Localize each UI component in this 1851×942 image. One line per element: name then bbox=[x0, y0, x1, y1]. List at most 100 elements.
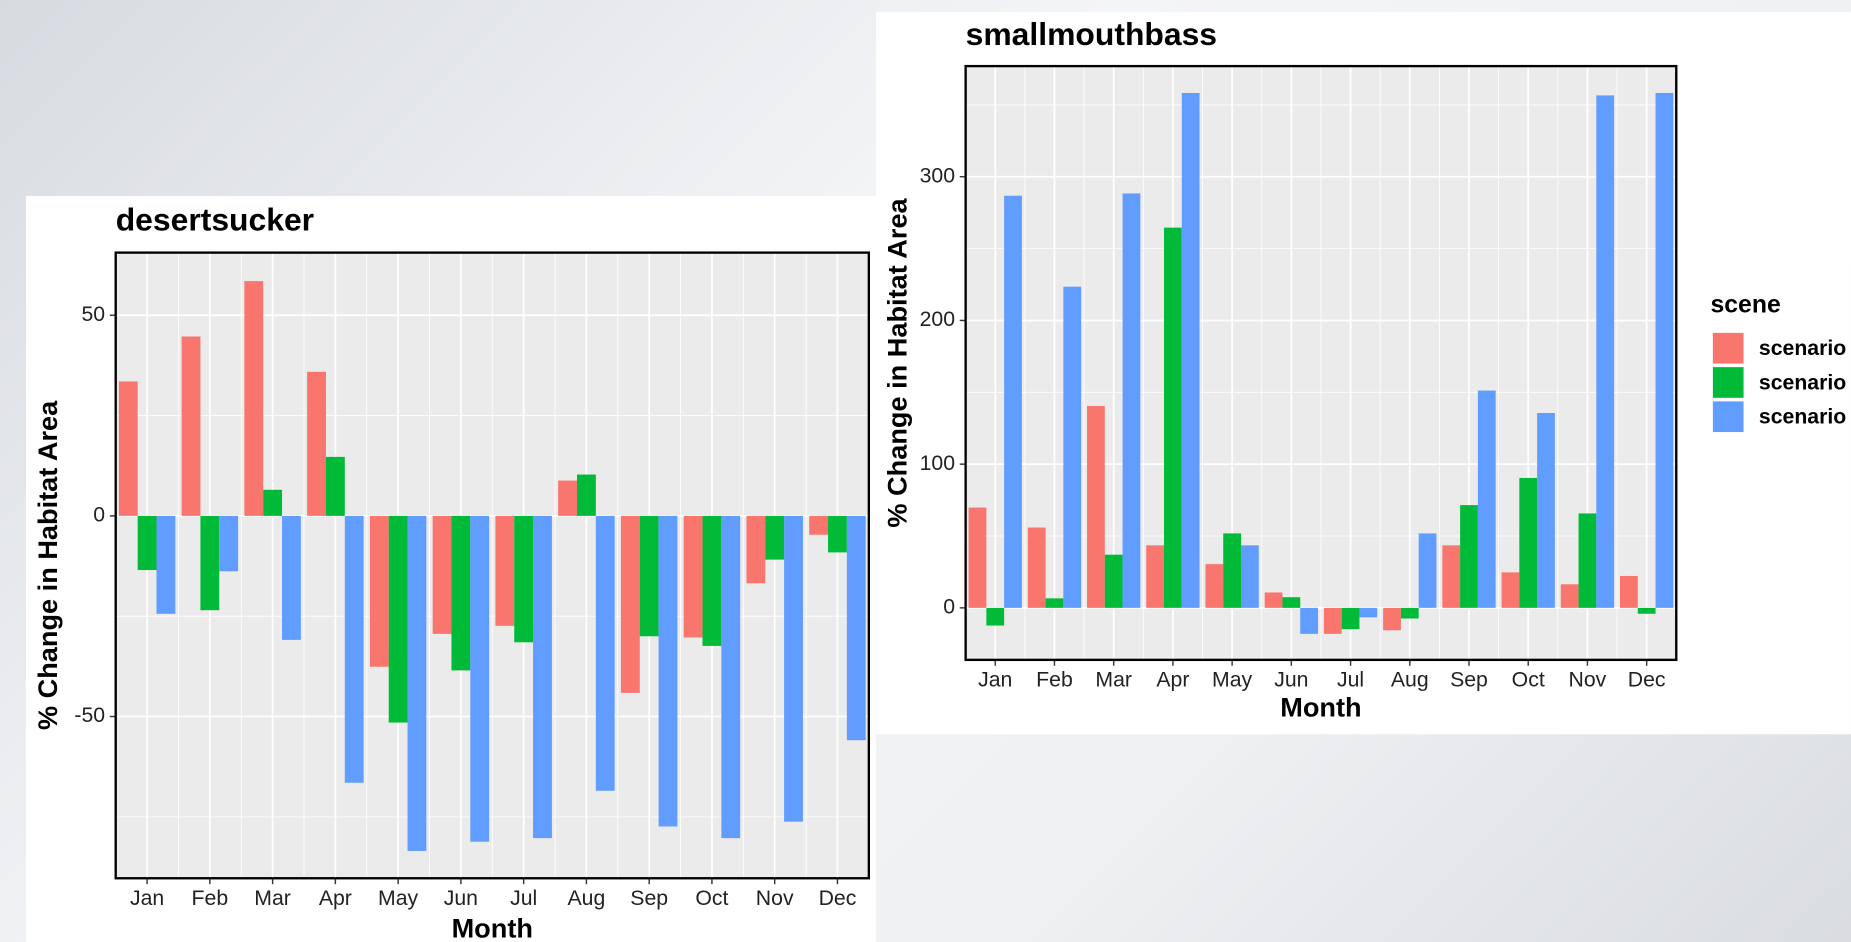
bar bbox=[495, 515, 515, 626]
bar bbox=[244, 281, 264, 516]
bar bbox=[1596, 95, 1615, 608]
bar bbox=[1537, 412, 1555, 608]
bar bbox=[809, 515, 829, 535]
bar bbox=[558, 480, 578, 516]
bar bbox=[1241, 545, 1259, 608]
bar bbox=[1578, 513, 1597, 608]
bar bbox=[1027, 527, 1046, 608]
bar bbox=[1400, 607, 1419, 619]
bar bbox=[263, 489, 283, 516]
bar bbox=[784, 515, 803, 822]
bar bbox=[1323, 607, 1342, 634]
bar bbox=[1477, 390, 1496, 608]
y-tick-label: -50 bbox=[74, 703, 105, 727]
chart-title: desertsucker bbox=[116, 201, 314, 237]
x-tick-label: Feb bbox=[192, 886, 229, 910]
y-tick-label: 200 bbox=[920, 307, 955, 331]
bar bbox=[1418, 533, 1437, 608]
bar bbox=[1004, 195, 1022, 608]
bar bbox=[137, 515, 157, 571]
bar bbox=[432, 515, 452, 634]
y-tick-label: 0 bbox=[943, 594, 955, 618]
bar bbox=[1620, 575, 1638, 608]
bar bbox=[1560, 584, 1579, 608]
bar bbox=[1223, 533, 1242, 608]
x-tick-label: May bbox=[378, 886, 418, 910]
bar bbox=[765, 515, 785, 560]
x-tick-label: Oct bbox=[1512, 668, 1545, 692]
x-tick-label: Jul bbox=[1337, 668, 1364, 692]
bar bbox=[1181, 92, 1200, 608]
bar bbox=[1122, 193, 1141, 608]
bar bbox=[595, 515, 615, 791]
bar bbox=[156, 515, 176, 614]
bar bbox=[1359, 607, 1378, 618]
bar bbox=[200, 515, 220, 611]
bar bbox=[828, 515, 847, 553]
bar bbox=[1146, 545, 1165, 608]
x-tick-label: Apr bbox=[1156, 668, 1189, 692]
x-axis-title: Month bbox=[1280, 692, 1361, 723]
bar bbox=[683, 515, 703, 638]
x-tick-label: Sep bbox=[1450, 668, 1488, 692]
y-tick-label: 50 bbox=[81, 302, 105, 326]
bar bbox=[118, 381, 138, 516]
bar bbox=[1637, 607, 1656, 614]
x-tick-label: May bbox=[1212, 668, 1252, 692]
bar bbox=[219, 515, 239, 572]
bar bbox=[702, 515, 722, 646]
bar bbox=[388, 515, 408, 723]
legend-key bbox=[1712, 367, 1744, 398]
x-tick-label: Aug bbox=[1391, 668, 1429, 692]
bar bbox=[620, 515, 640, 693]
bar bbox=[1063, 286, 1082, 608]
bar bbox=[1205, 564, 1224, 608]
bar bbox=[658, 515, 678, 827]
y-axis-title: % Change in Habitat Area bbox=[32, 400, 63, 730]
bar bbox=[1442, 545, 1461, 608]
bar bbox=[1264, 592, 1283, 608]
x-tick-label: Jul bbox=[510, 886, 537, 910]
bar bbox=[181, 336, 201, 516]
plot-border bbox=[114, 251, 871, 880]
bar bbox=[514, 515, 534, 643]
bar bbox=[1501, 572, 1520, 608]
legend-label: scenario bbox=[1759, 404, 1846, 428]
bar bbox=[577, 474, 596, 516]
bar bbox=[369, 515, 389, 667]
bar bbox=[1383, 607, 1401, 631]
legend-label: scenario bbox=[1759, 370, 1846, 394]
x-tick-label: Mar bbox=[254, 886, 291, 910]
bar bbox=[1282, 597, 1301, 608]
x-tick-label: Nov bbox=[756, 886, 794, 910]
x-tick-label: Apr bbox=[319, 886, 352, 910]
x-tick-label: Mar bbox=[1095, 668, 1132, 692]
bar bbox=[968, 507, 987, 608]
bar bbox=[986, 607, 1005, 626]
x-tick-label: Oct bbox=[695, 886, 728, 910]
bar bbox=[639, 515, 659, 637]
bar bbox=[846, 515, 866, 741]
bar bbox=[282, 515, 301, 640]
bar bbox=[1300, 607, 1318, 634]
x-axis-title: Month bbox=[452, 912, 533, 942]
plot-border bbox=[964, 64, 1678, 662]
x-tick-label: Nov bbox=[1569, 668, 1607, 692]
legend-key bbox=[1712, 401, 1744, 433]
x-tick-label: Jun bbox=[444, 886, 478, 910]
y-axis-title: % Change in Habitat Area bbox=[882, 197, 913, 527]
bar bbox=[344, 515, 364, 783]
bar bbox=[1087, 405, 1105, 608]
bar bbox=[746, 515, 766, 584]
y-tick-label: 0 bbox=[93, 502, 105, 526]
bar bbox=[1341, 607, 1360, 630]
bar bbox=[325, 456, 345, 516]
bar bbox=[307, 371, 326, 516]
bar bbox=[721, 515, 741, 839]
y-tick-label: 300 bbox=[920, 163, 955, 187]
x-tick-label: Sep bbox=[630, 886, 668, 910]
legend-label: scenario bbox=[1759, 336, 1846, 360]
bar bbox=[1104, 554, 1123, 608]
